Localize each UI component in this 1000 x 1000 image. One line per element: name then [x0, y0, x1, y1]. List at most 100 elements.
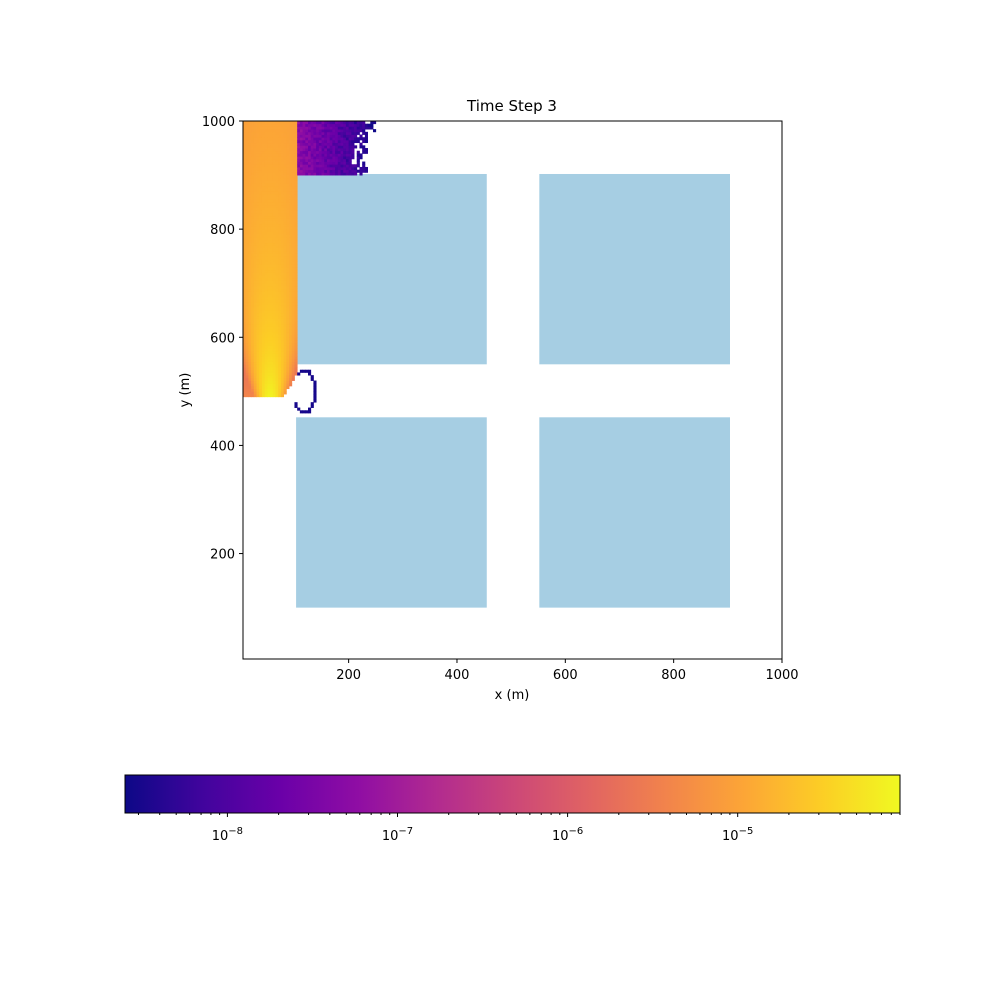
concentration-cell — [248, 250, 252, 254]
concentration-cell — [264, 169, 268, 173]
concentration-cell — [289, 166, 293, 171]
concentration-cell — [270, 256, 274, 260]
concentration-cell — [253, 183, 257, 187]
concentration-cell — [294, 353, 298, 357]
concentration-cell — [289, 215, 293, 219]
concentration-cell — [294, 207, 298, 211]
concentration-cell — [251, 193, 255, 198]
concentration-cell — [305, 142, 309, 146]
concentration-cell — [275, 237, 279, 241]
concentration-cell — [264, 394, 268, 398]
concentration-cell — [275, 369, 279, 373]
concentration-cell — [251, 169, 255, 173]
concentration-cell — [270, 180, 274, 184]
concentration-cell — [251, 280, 255, 284]
concentration-cell — [286, 177, 290, 181]
concentration-cell — [278, 375, 282, 379]
concentration-cell — [345, 129, 350, 133]
concentration-cell — [270, 345, 274, 349]
concentration-cell — [264, 266, 268, 271]
concentration-cell — [270, 204, 274, 208]
concentration-cell — [248, 321, 252, 325]
concentration-cell — [316, 164, 320, 168]
concentration-cell — [245, 296, 249, 300]
concentration-cell — [253, 339, 257, 344]
concentration-cell — [251, 321, 255, 325]
concentration-cell — [259, 150, 263, 154]
concentration-cell — [305, 164, 309, 168]
concentration-cell — [289, 348, 293, 352]
concentration-cell — [318, 153, 322, 157]
concentration-cell — [278, 242, 282, 246]
concentration-cell — [251, 139, 255, 144]
concentration-cell — [245, 353, 249, 357]
concentration-cell — [283, 199, 287, 203]
concentration-cell — [251, 188, 255, 192]
concentration-cell — [291, 169, 295, 173]
concentration-cell — [324, 134, 328, 138]
concentration-cell — [278, 350, 282, 354]
concentration-cell — [245, 372, 249, 376]
concentration-cell — [313, 150, 317, 154]
concentration-cell — [264, 383, 268, 387]
concentration-cell — [318, 161, 322, 165]
concentration-cell — [291, 221, 295, 225]
concentration-cell — [289, 339, 293, 344]
concentration-cell — [345, 161, 350, 165]
concentration-cell — [243, 134, 247, 138]
concentration-cell — [343, 166, 347, 171]
concentration-cell — [283, 288, 287, 292]
concentration-cell — [294, 191, 298, 195]
concentration-cell — [278, 234, 282, 238]
concentration-cell — [294, 123, 298, 127]
concentration-cell — [286, 296, 290, 300]
concentration-cell — [340, 164, 344, 168]
concentration-cell — [267, 302, 271, 306]
concentration-cell — [324, 158, 328, 162]
concentration-cell — [362, 164, 366, 168]
concentration-cell — [248, 331, 252, 335]
concentration-cell — [318, 148, 322, 152]
concentration-cell — [280, 245, 285, 249]
concentration-cell — [280, 196, 285, 200]
concentration-cell — [267, 258, 271, 262]
concentration-cell — [245, 177, 249, 181]
concentration-cell — [337, 123, 341, 127]
concentration-cell — [291, 158, 295, 162]
concentration-cell — [259, 285, 263, 290]
concentration-cell — [248, 315, 252, 319]
concentration-cell — [297, 121, 301, 125]
concentration-cell — [305, 134, 309, 138]
concentration-cell — [261, 291, 266, 295]
concentration-cell — [256, 145, 260, 149]
concentration-cell — [278, 272, 282, 276]
concentration-cell — [294, 318, 298, 322]
y-tick-label: 400 — [210, 439, 235, 454]
concentration-cell — [343, 123, 347, 127]
concentration-cell — [291, 280, 295, 284]
concentration-cell — [326, 134, 331, 138]
concentration-cell — [308, 137, 312, 141]
concentration-cell — [278, 353, 282, 357]
concentration-cell — [332, 169, 336, 173]
concentration-cell — [291, 296, 295, 300]
concentration-cell — [283, 169, 287, 173]
x-tick-label: 400 — [445, 668, 470, 683]
concentration-cell — [313, 396, 317, 400]
concentration-cell — [272, 375, 276, 379]
concentration-cell — [343, 126, 347, 130]
concentration-cell — [283, 193, 287, 198]
concentration-cell — [261, 183, 266, 187]
concentration-cell — [286, 353, 290, 357]
concentration-cell — [253, 172, 257, 176]
concentration-cell — [245, 145, 249, 149]
concentration-cell — [251, 212, 255, 217]
concentration-cell — [253, 321, 257, 325]
concentration-cell — [243, 156, 247, 160]
concentration-cell — [272, 191, 276, 195]
concentration-cell — [264, 180, 268, 184]
concentration-cell — [243, 183, 247, 187]
concentration-cell — [348, 172, 352, 176]
concentration-cell — [256, 283, 260, 287]
concentration-cell — [264, 191, 268, 195]
